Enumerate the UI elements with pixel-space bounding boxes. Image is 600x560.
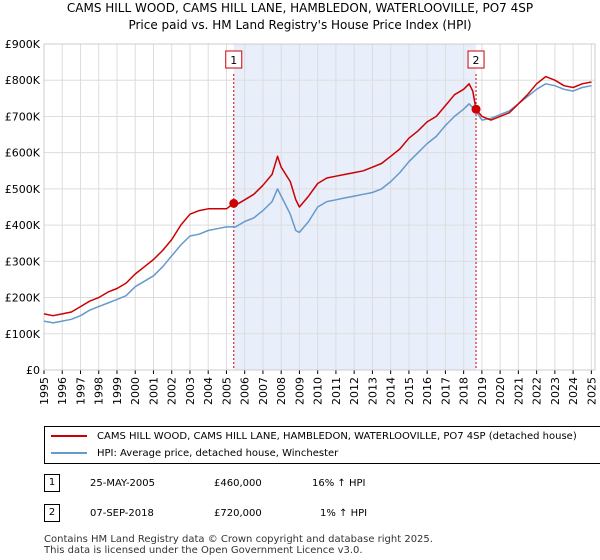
plot-frame: [43, 43, 596, 371]
y-tick-label: £400K: [5, 219, 41, 232]
y-tick-label: £900K: [5, 38, 41, 51]
x-tick-label: 2004: [202, 377, 215, 405]
sale-marker-label: 1: [230, 54, 237, 67]
x-tick-label: 2003: [184, 377, 197, 405]
x-tick-label: 2018: [458, 377, 471, 405]
sale-date: 07-SEP-2018: [90, 508, 154, 519]
x-tick-label: 2005: [220, 377, 233, 405]
legend-label-hpi: HPI: Average price, detached house, Winc…: [97, 448, 339, 459]
x-tick-label: 2008: [275, 377, 288, 405]
legend: CAMS HILL WOOD, CAMS HILL LANE, HAMBLEDO…: [44, 426, 600, 464]
x-tick-label: 2020: [494, 377, 507, 405]
chart-title: CAMS HILL WOOD, CAMS HILL LANE, HAMBLEDO…: [66, 1, 534, 15]
y-tick-label: £100K: [5, 328, 41, 341]
x-tick-label: 2011: [330, 377, 343, 405]
x-tick-label: 2009: [293, 377, 306, 405]
x-tick-label: 2002: [166, 377, 179, 405]
legend-swatch-property: [51, 435, 87, 437]
x-tick-label: 2007: [257, 377, 270, 405]
x-tick-label: 2010: [312, 377, 325, 405]
x-tick-label: 1997: [74, 377, 87, 405]
x-tick-label: 1998: [93, 377, 106, 405]
legend-item-property: CAMS HILL WOOD, CAMS HILL LANE, HAMBLEDO…: [51, 429, 577, 445]
x-tick-label: 2025: [585, 377, 598, 405]
sale-point: [229, 198, 239, 208]
property-price-line: [43, 75, 592, 317]
x-tick-label: 2024: [567, 377, 580, 405]
sale-badge: 1: [44, 474, 60, 492]
x-tick-label: 2015: [403, 377, 416, 405]
y-tick-label: £700K: [5, 110, 41, 123]
x-tick-label: 1996: [56, 377, 69, 405]
sale-marker-box: [225, 50, 243, 69]
x-tick-label: 2022: [531, 377, 544, 405]
x-tick-label: 1995: [38, 377, 51, 405]
sale-price: £460,000: [214, 478, 262, 489]
x-tick-label: 2023: [549, 377, 562, 405]
legend-label-property: CAMS HILL WOOD, CAMS HILL LANE, HAMBLEDO…: [97, 431, 577, 442]
x-tick-label: 2014: [385, 377, 398, 405]
x-tick-label: 2012: [348, 377, 361, 405]
x-tick-label: 2001: [147, 377, 160, 405]
sale-date: 25-MAY-2005: [90, 478, 156, 489]
x-tick-label: 2006: [239, 377, 252, 405]
hpi-line: [43, 83, 592, 324]
sale-marker-box: [467, 50, 485, 69]
x-tick-label: 2017: [439, 377, 452, 405]
x-tick-label: 2021: [512, 377, 525, 405]
sale-point: [471, 104, 481, 114]
y-tick-label: £300K: [5, 255, 41, 268]
ownership-period-band: [233, 44, 477, 370]
y-tick-label: £500K: [5, 183, 41, 196]
x-tick-label: 1999: [111, 377, 124, 405]
sale-hpi-delta: 1% ↑ HPI: [320, 508, 368, 519]
legend-item-hpi: HPI: Average price, detached house, Winc…: [51, 446, 338, 462]
footer-copyright: Contains HM Land Registry data © Crown c…: [44, 534, 433, 545]
sale-marker-label: 2: [473, 54, 480, 67]
sale-badge: 2: [44, 504, 60, 522]
x-tick-label: 2019: [476, 377, 489, 405]
legend-swatch-hpi: [51, 452, 87, 454]
y-tick-label: £0: [26, 364, 40, 377]
sale-price: £720,000: [214, 508, 262, 519]
x-tick-label: 2000: [129, 377, 142, 405]
chart-subtitle: Price paid vs. HM Land Registry's House …: [128, 18, 472, 32]
x-tick-label: 2013: [366, 377, 379, 405]
x-tick-label: 2016: [421, 377, 434, 405]
y-tick-label: £800K: [5, 74, 41, 87]
sale-hpi-delta: 16% ↑ HPI: [312, 478, 366, 489]
footer-licence: This data is licensed under the Open Gov…: [44, 545, 363, 556]
price-chart: £0 £100K £200K £300K £400K £500K £600K £700K £80…: [5, 38, 599, 405]
y-tick-label: £600K: [5, 147, 41, 160]
y-tick-label: £200K: [5, 292, 41, 305]
